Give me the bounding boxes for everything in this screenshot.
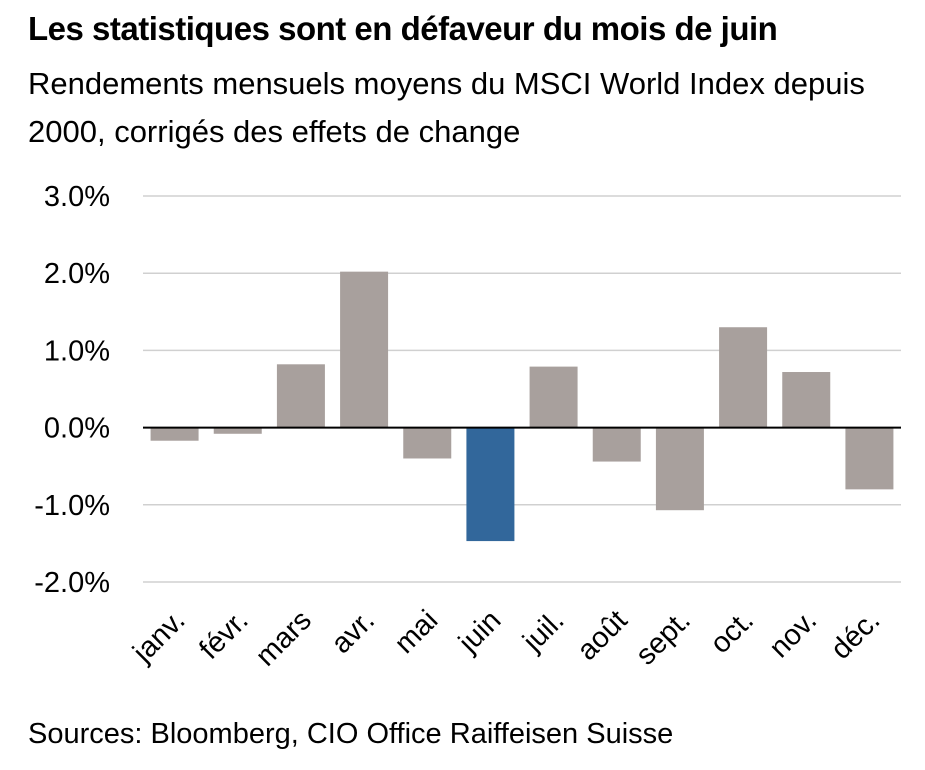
x-category-label: août: [571, 604, 634, 667]
bar-2: [276, 364, 325, 428]
bar-6: [529, 366, 578, 428]
bar-4: [403, 427, 452, 459]
bars: [150, 271, 894, 542]
bar-10: [782, 372, 831, 428]
x-category-label: juin: [452, 604, 507, 659]
y-tick-label: 1.0%: [44, 335, 110, 367]
x-category-label: mai: [389, 604, 445, 660]
y-tick-label: -1.0%: [34, 490, 110, 522]
x-category-label: avr.: [325, 604, 381, 660]
y-axis-ticks: 3.0% 2.0% 1.0% 0.0% -1.0% -2.0%: [34, 181, 110, 599]
y-tick-label: 3.0%: [44, 181, 110, 213]
chart-subtitle: Rendements mensuels moyens du MSCI World…: [28, 66, 865, 149]
bar-5: [466, 427, 515, 542]
x-category-label: janv.: [126, 604, 191, 669]
bar-11: [845, 427, 894, 490]
x-category-label: juil.: [516, 604, 570, 658]
bar-3: [340, 271, 389, 428]
gridlines: [143, 195, 901, 583]
bar-8: [655, 427, 704, 511]
y-tick-label: -2.0%: [34, 567, 110, 599]
y-tick-label: 2.0%: [44, 258, 110, 290]
source-note: Sources: Bloomberg, CIO Office Raiffeise…: [28, 718, 674, 750]
bar-1: [213, 427, 262, 434]
y-tick-label: 0.0%: [44, 413, 110, 445]
x-category-label: nov.: [763, 604, 823, 664]
bar-7: [592, 427, 641, 462]
chart-title: Les statistiques sont en défaveur du moi…: [28, 10, 778, 47]
x-category-label: oct.: [704, 604, 760, 660]
bar-9: [719, 327, 768, 428]
x-category-label: mars: [250, 604, 318, 672]
bar-0: [150, 427, 199, 441]
bar-chart: 3.0% 2.0% 1.0% 0.0% -1.0% -2.0% janv. févr.mar…: [34, 181, 901, 673]
x-category-label: déc.: [825, 604, 886, 665]
x-category-label: févr.: [193, 604, 254, 665]
x-category-label: sept.: [630, 604, 697, 671]
